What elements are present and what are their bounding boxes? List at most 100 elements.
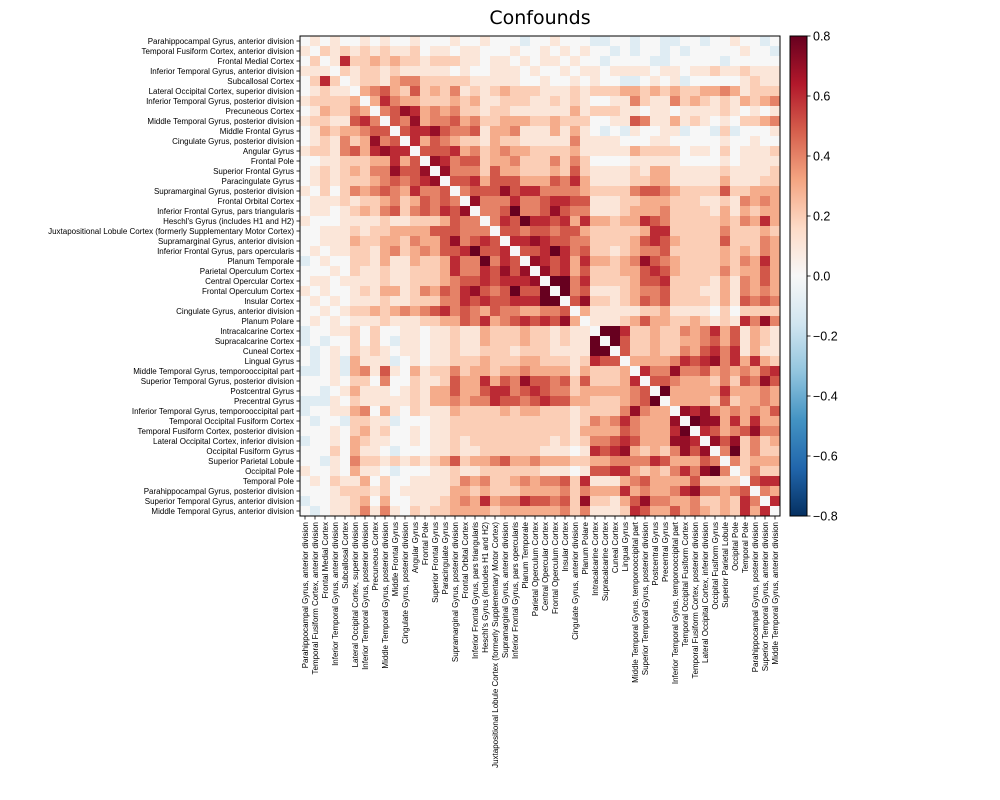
matrix-cell: [660, 426, 671, 437]
matrix-cell: [440, 166, 451, 177]
matrix-cell: [720, 426, 731, 437]
matrix-cell: [350, 476, 361, 487]
matrix-cell: [530, 146, 541, 157]
matrix-cell: [380, 316, 391, 327]
matrix-cell: [770, 436, 781, 447]
matrix-cell: [730, 246, 741, 257]
matrix-cell: [710, 356, 721, 367]
matrix-cell: [640, 326, 651, 337]
matrix-cell: [710, 276, 721, 287]
matrix-cell: [350, 46, 361, 57]
matrix-cell: [520, 126, 531, 137]
matrix-cell: [310, 506, 321, 517]
matrix-cell: [480, 296, 491, 307]
matrix-cell: [640, 106, 651, 117]
matrix-cell: [690, 236, 701, 247]
matrix-cell: [380, 476, 391, 487]
matrix-cell: [760, 136, 771, 147]
matrix-cell: [420, 346, 431, 357]
matrix-cell: [660, 46, 671, 57]
y-axis: Parahippocampal Gyrus, anterior division…: [48, 37, 300, 516]
matrix-cell: [700, 286, 711, 297]
matrix-cell: [740, 256, 751, 267]
matrix-cell: [580, 106, 591, 117]
matrix-cell: [760, 436, 771, 447]
matrix-cell: [520, 76, 531, 87]
matrix-cell: [600, 396, 611, 407]
matrix-cell: [540, 416, 551, 427]
matrix-cell: [660, 346, 671, 357]
matrix-cell: [570, 136, 581, 147]
matrix-cell: [480, 46, 491, 57]
matrix-cell: [300, 506, 311, 517]
matrix-cell: [310, 96, 321, 107]
matrix-cell: [690, 246, 701, 257]
matrix-cell: [400, 386, 411, 397]
matrix-cell: [360, 356, 371, 367]
matrix-cell: [490, 466, 501, 477]
matrix-cell: [740, 246, 751, 257]
matrix-cell: [490, 206, 501, 217]
matrix-cell: [550, 86, 561, 97]
matrix-cell: [370, 196, 381, 207]
matrix-cell: [730, 176, 741, 187]
matrix-cell: [650, 486, 661, 497]
colorbar-tick-label: −0.4: [813, 390, 838, 404]
matrix-cell: [470, 496, 481, 507]
matrix-cell: [390, 446, 401, 457]
matrix-cell: [500, 86, 511, 97]
matrix-cell: [390, 386, 401, 397]
matrix-cell: [630, 386, 641, 397]
matrix-cell: [580, 376, 591, 387]
matrix-cell: [540, 326, 551, 337]
matrix-cell: [370, 326, 381, 337]
matrix-cell: [360, 436, 371, 447]
matrix-cell: [360, 446, 371, 457]
matrix-cell: [410, 436, 421, 447]
matrix-cell: [520, 356, 531, 367]
matrix-cell: [450, 446, 461, 457]
y-tick-label: Middle Temporal Gyrus, anterior division: [151, 507, 294, 516]
matrix-cell: [430, 156, 441, 167]
matrix-cell: [660, 356, 671, 367]
matrix-cell: [570, 296, 581, 307]
matrix-cell: [670, 206, 681, 217]
matrix-cell: [740, 326, 751, 337]
matrix-cell: [390, 326, 401, 337]
matrix-cell: [730, 36, 741, 47]
matrix-cell: [340, 316, 351, 327]
matrix-cell: [500, 356, 511, 367]
matrix-cell: [310, 456, 321, 467]
matrix-cell: [560, 306, 571, 317]
matrix-cell: [480, 266, 491, 277]
matrix-cell: [560, 346, 571, 357]
matrix-cell: [700, 476, 711, 487]
matrix-cell: [480, 246, 491, 257]
y-tick-label: Precentral Gyrus: [234, 397, 294, 406]
matrix-cell: [670, 316, 681, 327]
matrix-cell: [360, 386, 371, 397]
matrix-cell: [770, 86, 781, 97]
x-tick-label: Parietal Operculum Cortex: [531, 522, 540, 616]
matrix-cell: [440, 306, 451, 317]
matrix-cell: [500, 316, 511, 327]
matrix-cell: [460, 106, 471, 117]
matrix-cell: [700, 326, 711, 337]
matrix-cell: [400, 66, 411, 77]
matrix-cell: [680, 456, 691, 467]
matrix-cell: [650, 376, 661, 387]
matrix-cell: [460, 66, 471, 77]
matrix-cell: [630, 46, 641, 57]
matrix-cell: [410, 36, 421, 47]
matrix-cell: [500, 126, 511, 137]
matrix-cell: [590, 76, 601, 87]
matrix-cell: [510, 406, 521, 417]
matrix-cell: [760, 496, 771, 507]
matrix-cell: [770, 256, 781, 267]
matrix-cell: [310, 116, 321, 127]
matrix-cell: [470, 376, 481, 387]
matrix-cell: [490, 446, 501, 457]
matrix-cell: [520, 246, 531, 257]
matrix-cell: [650, 196, 661, 207]
